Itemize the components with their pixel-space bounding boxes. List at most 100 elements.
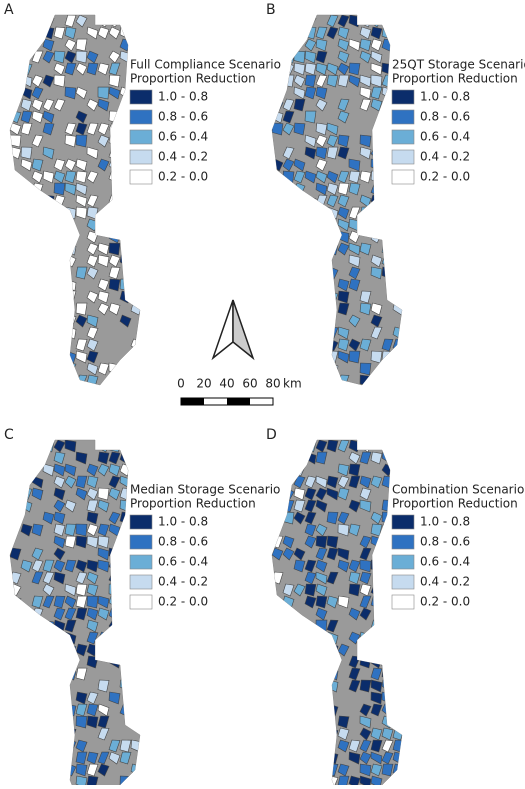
- district: [97, 134, 110, 148]
- district: [381, 583, 394, 597]
- district: [97, 122, 110, 136]
- district: [86, 98, 99, 112]
- district: [282, 631, 295, 645]
- district: [20, 290, 33, 304]
- district: [64, 206, 77, 220]
- district: [42, 302, 55, 316]
- district: [337, 134, 350, 148]
- district: [64, 499, 77, 513]
- district: [10, 547, 22, 561]
- district: [337, 38, 350, 52]
- district: [10, 715, 22, 729]
- district: [31, 655, 44, 669]
- district: [20, 194, 33, 208]
- district: [97, 86, 110, 100]
- district: [10, 499, 22, 513]
- district: [315, 739, 328, 753]
- district: [53, 739, 66, 753]
- district: [392, 775, 402, 789]
- district: [272, 254, 284, 268]
- legend-swatch: [391, 129, 415, 145]
- district: [75, 338, 88, 352]
- district: [108, 463, 121, 477]
- district: [53, 559, 66, 573]
- district: [97, 98, 110, 112]
- legend-swatch: [391, 89, 415, 105]
- legend-title: Proportion Reduction: [130, 497, 256, 511]
- district: [381, 631, 394, 645]
- district: [64, 38, 77, 52]
- district: [359, 26, 372, 40]
- district: [359, 727, 372, 741]
- district: [75, 643, 88, 657]
- district: [359, 571, 372, 585]
- district: [392, 230, 402, 244]
- district: [53, 463, 66, 477]
- district: [97, 679, 110, 693]
- district: [20, 775, 33, 789]
- district: [108, 487, 121, 501]
- district: [31, 703, 44, 717]
- district: [130, 619, 140, 633]
- district: [359, 559, 372, 573]
- district: [31, 302, 44, 316]
- district: [119, 110, 132, 124]
- district: [20, 158, 33, 172]
- district: [86, 266, 99, 280]
- district: [359, 146, 372, 160]
- district: [130, 230, 140, 244]
- district: [119, 547, 132, 561]
- district: [326, 15, 339, 28]
- district: [97, 302, 110, 316]
- district: [97, 451, 110, 465]
- district: [337, 523, 350, 537]
- district: [86, 26, 99, 40]
- district: [282, 607, 295, 621]
- district: [348, 607, 361, 621]
- district: [337, 218, 350, 232]
- district: [348, 751, 361, 765]
- district: [31, 194, 44, 208]
- district: [53, 523, 66, 537]
- district: [130, 350, 140, 364]
- district: [392, 691, 402, 705]
- district: [53, 643, 66, 657]
- district: [75, 170, 88, 184]
- district: [326, 595, 339, 609]
- district: [119, 146, 132, 160]
- district: [337, 74, 350, 88]
- district: [130, 643, 140, 657]
- district: [337, 326, 350, 340]
- district: [337, 463, 350, 477]
- district: [64, 374, 77, 385]
- district: [53, 374, 66, 385]
- legend-label: 0.8 - 0.6: [158, 110, 208, 124]
- district: [326, 26, 339, 40]
- district: [31, 350, 44, 364]
- district: [348, 38, 361, 52]
- district: [53, 254, 66, 268]
- district: [10, 475, 22, 489]
- district: [20, 763, 33, 777]
- district: [282, 667, 295, 681]
- district: [381, 158, 394, 172]
- legend-swatch: [129, 109, 153, 125]
- district: [293, 26, 306, 40]
- district: [359, 547, 372, 561]
- district: [272, 314, 284, 328]
- district: [53, 475, 66, 489]
- district: [86, 338, 99, 352]
- district: [130, 440, 140, 453]
- district: [326, 547, 339, 561]
- district: [75, 559, 88, 573]
- district: [75, 751, 88, 765]
- district: [282, 326, 295, 340]
- district: [304, 535, 317, 549]
- district: [293, 326, 306, 340]
- district: [293, 15, 306, 28]
- district: [381, 727, 394, 741]
- district: [359, 607, 372, 621]
- district: [31, 326, 44, 340]
- district: [42, 362, 55, 376]
- district: [10, 511, 22, 525]
